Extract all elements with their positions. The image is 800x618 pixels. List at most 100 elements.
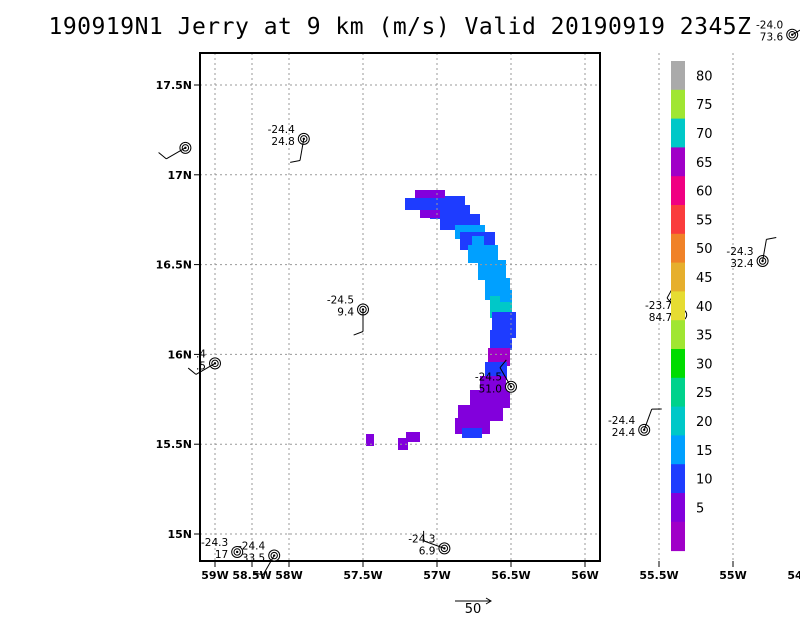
station-value: 24.4 [612, 427, 636, 439]
swath-block [490, 330, 512, 350]
station-ring-inner [181, 144, 190, 152]
station-temp: .4 [196, 348, 206, 360]
station [158, 141, 192, 160]
x-axis: 59W 58.5W 58W 57.5W 57W 56.5W 56W 55.5W 55W 54.5W… [201, 561, 800, 582]
station-ring-inner [788, 31, 796, 39]
barb-flag [187, 367, 197, 375]
swath-block [468, 245, 498, 263]
station-ring-inner [507, 383, 515, 391]
swath-block [366, 434, 374, 446]
station-dot [236, 550, 239, 554]
colorbar-segment [671, 176, 685, 206]
station: -24.424.8 [268, 124, 310, 163]
colorbar-segment [671, 233, 685, 264]
colorbar-segment [671, 349, 685, 379]
plot-frame [199, 52, 601, 562]
colorbar-segment [671, 89, 685, 120]
barb-staff [762, 239, 767, 262]
station: -24.424.4 [608, 408, 662, 439]
colorbar-segment [671, 464, 685, 494]
grid-lines [200, 53, 734, 561]
colorbar-segment [671, 61, 685, 91]
station-value: 84.7 [649, 312, 672, 324]
station-value: 6.9 [419, 545, 436, 557]
station-value: 24.8 [271, 136, 294, 148]
colorbar-segment [671, 406, 685, 436]
y-tick-label: 16N [167, 348, 192, 361]
station-temp: -24.0 [756, 20, 783, 32]
colorbar-segment [671, 521, 685, 552]
station-temp: -24.3 [726, 246, 753, 258]
colorbar-segment [671, 435, 685, 465]
barb-staff [791, 29, 800, 36]
swath-block [458, 405, 503, 421]
x-tick-label: 57W [423, 569, 450, 582]
barb-staff [195, 362, 216, 375]
retrieval-swath [366, 190, 516, 450]
colorbar-label: 15 [696, 444, 713, 459]
barb-staff [262, 555, 275, 575]
station-temp: -24.5 [475, 372, 502, 384]
station-temp: -24.5 [327, 295, 354, 307]
colorbar-segment [671, 493, 685, 523]
colorbar-label: 30 [696, 357, 713, 372]
colorbar: 5 10 15 20 25 30 35 40 45 50 55 60 65 70 75 80 [671, 61, 713, 552]
swath-block [406, 432, 420, 442]
x-tick-label: 57.5W [343, 569, 382, 582]
swath-block [415, 190, 445, 200]
station: -24.317 [201, 537, 244, 561]
observations: 4.0.1-24.984.0-24.281.0-23.426.6-23.54.2… [158, 20, 800, 576]
colorbar-segment [671, 291, 685, 321]
x-tick-label: 54.5W [787, 569, 800, 582]
station: -24.332.4 [726, 236, 777, 270]
y-axis: 15N15.5N16N16.5N17N17.5N18N18.5N19N19.5N… [156, 0, 200, 541]
barb-flag [353, 331, 364, 336]
station-temp: -24.4 [238, 541, 265, 553]
station: -24.551.0 [475, 359, 517, 396]
barb-staff [643, 408, 653, 431]
colorbar-label: 40 [696, 300, 713, 315]
y-tick-label: 18N [167, 0, 192, 2]
barb-flag [253, 572, 264, 576]
colorbar-segment [671, 262, 685, 292]
y-tick-label: 15N [167, 528, 192, 541]
station-ring-inner [233, 548, 241, 556]
reference-vector: 50 [455, 597, 492, 617]
swath-block [470, 390, 510, 408]
station: -24.073.6 [756, 20, 800, 44]
station-ring-inner [211, 359, 219, 368]
station-ring-inner [440, 544, 449, 553]
colorbar-label: 10 [696, 473, 713, 488]
station: .4.5 [187, 348, 221, 375]
station-temp: -23.7 [645, 300, 672, 312]
colorbar-label: 5 [696, 501, 704, 516]
x-tick-label: 58.5W [232, 569, 271, 582]
station-ring-inner [640, 426, 648, 434]
barb-staff [423, 540, 445, 549]
colorbar-segment [671, 320, 685, 350]
colorbar-label: 45 [696, 271, 713, 286]
station-value: 51.0 [479, 384, 502, 396]
station-ring-inner [758, 257, 767, 265]
station: -24.36.9 [408, 530, 451, 557]
y-tick-label: 15.5N [156, 438, 192, 451]
colorbar-label: 60 [696, 185, 713, 200]
barb-staff [166, 147, 186, 160]
station-value: 17 [215, 549, 228, 561]
y-tick-label: 17N [167, 169, 192, 182]
x-tick-label: 56W [571, 569, 598, 582]
colorbar-segment [671, 377, 685, 408]
station: -24.59.4 [327, 295, 369, 336]
x-tick-label: 55W [719, 569, 746, 582]
colorbar-label: 35 [696, 329, 713, 344]
colorbar-label: 75 [696, 98, 713, 113]
colorbar-label: 20 [696, 415, 713, 430]
station-value: 33.5 [242, 553, 265, 565]
barb-flag [499, 359, 507, 368]
station-value: 32.4 [730, 258, 754, 270]
swath-block [420, 210, 440, 218]
swath-block [472, 236, 484, 246]
colorbar-segment [671, 147, 685, 177]
station: -24.433.5 [238, 541, 281, 576]
